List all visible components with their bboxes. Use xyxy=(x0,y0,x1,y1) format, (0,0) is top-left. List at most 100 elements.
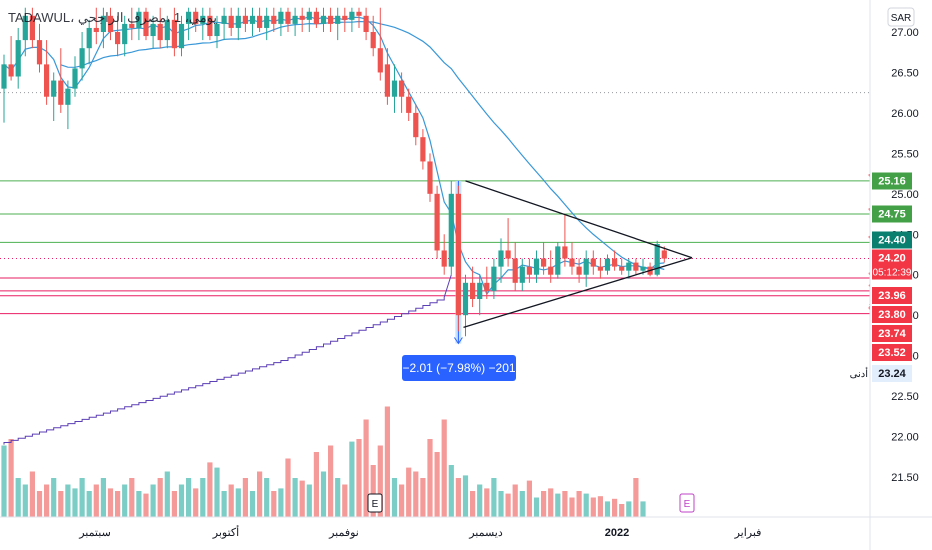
price-tag-box xyxy=(872,231,912,249)
candle-body xyxy=(93,27,99,32)
price-tag-value: 24.75 xyxy=(878,209,906,221)
candle-body xyxy=(335,15,341,24)
candle-body xyxy=(214,23,220,37)
candle-body xyxy=(455,193,461,316)
price-tag-value: 23.52 xyxy=(878,347,906,359)
candle-body xyxy=(44,64,50,97)
candle-body xyxy=(107,15,114,32)
volume-bar xyxy=(100,478,106,517)
triangle-upper-line xyxy=(465,180,693,259)
volume-bar xyxy=(470,491,476,517)
volume-bar xyxy=(15,478,21,517)
candle-body xyxy=(626,262,632,271)
volume-bar xyxy=(541,491,547,517)
candle-body xyxy=(470,282,476,299)
volume-bar xyxy=(257,471,263,517)
candle-body xyxy=(86,27,92,49)
price-tag-value: 23.74 xyxy=(878,328,906,340)
volume-bar xyxy=(562,491,568,517)
candle-body xyxy=(221,15,227,24)
price-tag-value: 24.20 xyxy=(878,253,906,265)
volume-bar xyxy=(150,484,156,517)
candle-body xyxy=(526,266,532,275)
candle-body xyxy=(413,112,419,138)
candle-body xyxy=(292,15,298,24)
volume-bar xyxy=(107,488,114,517)
earnings-marker-label-0: E xyxy=(372,499,379,510)
candle-body xyxy=(377,48,383,73)
candle-body xyxy=(363,15,369,32)
volume-bar xyxy=(406,467,412,517)
price-tick: 25.00 xyxy=(891,189,919,201)
price-tag-value: 25.16 xyxy=(878,176,906,188)
time-tick: نوفمبر xyxy=(328,527,359,539)
volume-bar xyxy=(370,465,376,517)
volume-bar xyxy=(576,491,582,517)
volume-bar xyxy=(122,484,128,517)
volume-bar xyxy=(335,478,341,517)
price-tick: 22.50 xyxy=(891,391,919,403)
volume-bar xyxy=(342,484,348,517)
price-tags: 25.16 24.75 24.40 24.20 05:12:39 23.96 23.80 23… xyxy=(850,172,912,382)
volume-bar xyxy=(136,491,142,517)
candle-body xyxy=(391,80,398,97)
candle-body xyxy=(186,11,192,24)
volume-bar xyxy=(491,478,497,517)
candle-body xyxy=(654,243,660,275)
volume-bar xyxy=(328,445,334,517)
price-tick: 25.50 xyxy=(891,148,919,160)
candle-body xyxy=(306,11,312,20)
volume-bar xyxy=(221,491,227,517)
moving-average-lines xyxy=(3,15,665,445)
candle-body xyxy=(661,250,667,259)
candle-body xyxy=(512,258,518,283)
candle-body xyxy=(72,68,78,89)
candle-body xyxy=(285,11,291,24)
candle-body xyxy=(370,32,376,49)
candle-body xyxy=(29,15,35,41)
volume-bar xyxy=(115,491,121,517)
price-tick: 21.50 xyxy=(891,472,919,484)
volume-bar xyxy=(164,471,170,517)
price-tag-label: أدنى xyxy=(850,367,869,380)
volume-bar xyxy=(441,419,447,517)
candle-body xyxy=(491,266,497,291)
candle-body xyxy=(200,15,206,24)
volume-bar xyxy=(1,445,7,517)
candle-body xyxy=(633,262,639,271)
candle-body xyxy=(555,246,561,275)
candle-body xyxy=(640,266,646,271)
long-moving-average xyxy=(60,20,665,271)
candle-body xyxy=(349,11,355,20)
candle-body xyxy=(278,11,284,24)
price-tag-value: 24.40 xyxy=(878,235,906,247)
candle-body xyxy=(299,15,305,20)
candle-body xyxy=(519,266,525,283)
volume-bar xyxy=(207,462,213,517)
candle-body xyxy=(434,193,440,251)
candle-body xyxy=(619,266,625,271)
candlesticks xyxy=(1,7,667,337)
volume-bar xyxy=(555,493,561,517)
volume-bar xyxy=(22,484,28,517)
time-tick: أكتوبر xyxy=(212,525,239,539)
volume-bar xyxy=(171,491,177,517)
short-moving-average xyxy=(3,15,665,296)
volume-bar xyxy=(533,497,540,517)
volume-bar xyxy=(8,439,14,517)
price-tag-box xyxy=(872,306,912,323)
volume-bar xyxy=(29,471,35,517)
price-tag-box xyxy=(872,249,912,280)
candle-body xyxy=(399,80,405,97)
price-tag-box xyxy=(872,205,912,223)
currency-badge[interactable] xyxy=(887,7,915,27)
volume-bar xyxy=(143,493,149,517)
candle-body xyxy=(157,23,163,41)
time-axis[interactable]: سبتمبر أكتوبر نوفمبر ديسمبر 2022 فبراير xyxy=(78,525,761,539)
candle-body xyxy=(143,11,149,37)
candle-body xyxy=(420,137,426,162)
volume-bar xyxy=(526,480,532,517)
volume-bar xyxy=(186,478,192,517)
volume-bar xyxy=(306,484,312,517)
